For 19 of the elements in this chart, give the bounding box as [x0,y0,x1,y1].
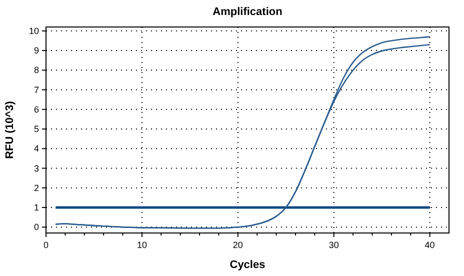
x-tick-label: 20 [232,240,243,250]
x-tick-label: 10 [136,240,147,250]
y-tick-label: 4 [34,144,39,154]
x-tick-label: 40 [424,240,435,250]
y-tick-label: 0 [34,222,39,232]
y-tick-label: 9 [34,46,39,56]
x-tick-label: 0 [43,240,49,250]
y-tick-label: 2 [34,182,39,193]
y-tick-label: 7 [34,84,39,95]
y-tick-label: 3 [34,163,39,174]
y-tick-label: 6 [34,104,39,114]
y-tick-label: 1 [34,202,39,212]
x-tick-label: 30 [328,240,339,250]
y-tick-label: 5 [34,124,39,134]
x-axis-title: Cycles [230,259,266,271]
y-axis-title: RFU (10^3) [4,100,16,159]
chart-title: Amplification [212,6,283,18]
y-tick-label: 10 [28,26,39,36]
y-tick-label: 8 [34,65,39,76]
